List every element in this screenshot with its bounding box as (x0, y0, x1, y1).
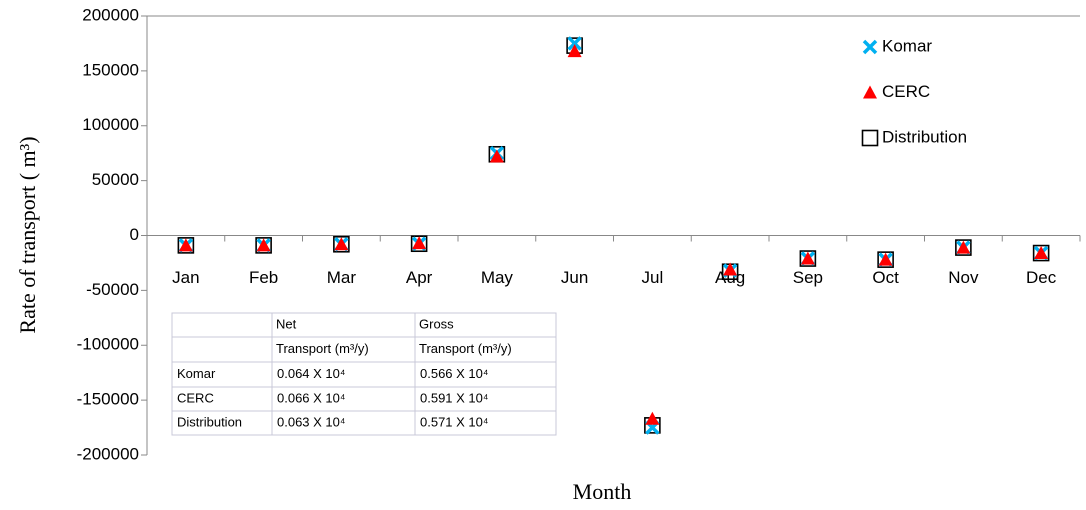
point (412, 236, 427, 250)
x-tick-label: Sep (793, 268, 823, 287)
point (1034, 246, 1049, 260)
table-header: Gross (419, 316, 454, 331)
legend-marker (862, 39, 878, 55)
x-tick-label: Mar (327, 268, 357, 287)
point (177, 237, 195, 254)
legend-marker (861, 129, 879, 147)
x-tick-label: Dec (1026, 268, 1057, 287)
x-axis-label: Month (573, 479, 632, 504)
table-header: Transport (m³/y) (276, 341, 369, 356)
y-tick-label: 200000 (82, 5, 139, 24)
legend-label: CERC (882, 82, 930, 101)
y-tick-label: 100000 (82, 115, 139, 134)
y-tick-label: 0 (130, 225, 139, 244)
table-cell: 0.566 X 10⁴ (420, 366, 488, 381)
table-cell: CERC (177, 390, 214, 405)
point (878, 252, 893, 266)
point (333, 235, 350, 253)
x-tick-label: May (481, 268, 514, 287)
table-cell: Komar (177, 366, 216, 381)
point (956, 240, 971, 254)
table-cell: Distribution (177, 414, 242, 429)
x-tick-label: Nov (948, 268, 979, 287)
table-cell: 0.064 X 10⁴ (277, 366, 345, 381)
y-tick-label: -50000 (86, 280, 139, 299)
y-tick-label: -200000 (77, 444, 139, 463)
x-tick-label: Apr (406, 268, 433, 287)
point (723, 262, 738, 276)
point (800, 251, 815, 265)
y-axis-label: Rate of transport ( m³) (15, 136, 40, 333)
point (799, 250, 817, 267)
table-cell: 0.571 X 10⁴ (420, 414, 488, 429)
point (877, 251, 894, 268)
y-tick-label: -100000 (77, 335, 139, 354)
table-cell: 0.591 X 10⁴ (420, 390, 488, 405)
y-tick-label: -150000 (77, 390, 139, 409)
legend-label: Komar (882, 36, 932, 55)
point (955, 239, 972, 256)
point (489, 149, 504, 163)
x-tick-label: Jun (561, 268, 588, 287)
point (567, 44, 582, 58)
table-cell: 0.063 X 10⁴ (277, 414, 345, 429)
point (178, 238, 193, 252)
y-tick-label: 50000 (92, 170, 139, 189)
x-tick-label: Jan (172, 268, 199, 287)
legend-marker (863, 85, 877, 99)
point (567, 36, 582, 51)
x-tick-label: Feb (249, 268, 278, 287)
point (255, 237, 272, 254)
point (334, 237, 349, 251)
point (256, 238, 271, 252)
point (1032, 244, 1050, 262)
legend-label: Distribution (882, 127, 967, 146)
x-tick-label: Oct (872, 268, 899, 287)
table-header: Net (276, 316, 297, 331)
x-tick-label: Jul (642, 268, 664, 287)
y-tick-label: 150000 (82, 60, 139, 79)
table-cell: 0.066 X 10⁴ (277, 390, 345, 405)
table-header: Transport (m³/y) (419, 341, 512, 356)
table-frame (171, 312, 557, 436)
point (645, 411, 660, 425)
